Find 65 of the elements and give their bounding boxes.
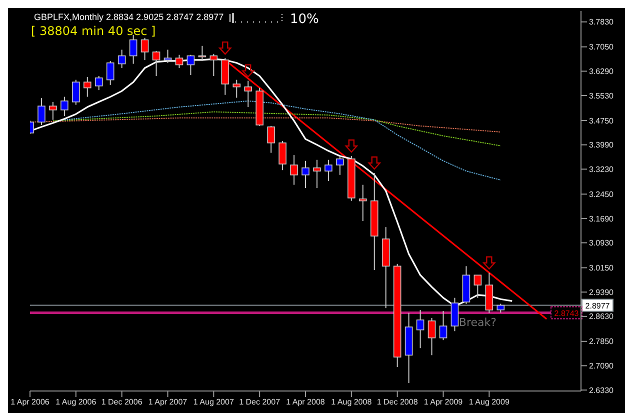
candlestick [164, 49, 172, 64]
line-series [52, 111, 502, 146]
y-tick-label: 3.3990 [589, 140, 614, 150]
candlestick [290, 154, 298, 186]
x-tick-label: 1 Apr 2006 [10, 398, 50, 407]
candlestick [278, 140, 286, 171]
y-tick-label: 2.8630 [589, 312, 614, 322]
candlestick [439, 310, 448, 341]
x-tick-label: 1 Apr 2009 [424, 398, 464, 407]
candlestick [60, 96, 68, 117]
y-tick-label: 3.4750 [589, 116, 614, 126]
candlestick [313, 159, 321, 189]
candlestick [267, 125, 275, 154]
candlestick [186, 54, 195, 76]
candlestick [118, 49, 126, 68]
x-tick-label: 1 Aug 2009 [468, 398, 510, 407]
line-series [64, 100, 502, 181]
candlestick [106, 60, 114, 86]
ref-line-label: 2.8977 [585, 301, 610, 310]
candlestick [94, 75, 103, 91]
y-tick-label: 3.7830 [589, 18, 614, 27]
y-tick-label: 3.6290 [589, 67, 614, 76]
candlestick [152, 50, 160, 76]
candlestick [302, 160, 310, 189]
candlestick [175, 54, 184, 68]
candlestick [140, 37, 149, 60]
x-tick-label: 1 Aug 2006 [56, 398, 97, 407]
candlestick [474, 274, 482, 298]
x-tick-label: 1 Aug 2007 [193, 398, 234, 407]
annotation: [ 38804 min 40 sec ] [31, 24, 156, 38]
annotation: 10% [290, 12, 319, 27]
y-tick-label: 3.0930 [589, 238, 614, 248]
y-tick-label: 3.5530 [589, 91, 614, 100]
y-tick-label: 3.1690 [589, 214, 614, 224]
y-tick-label: 3.7050 [589, 42, 614, 52]
candlestick [232, 79, 241, 98]
x-tick-label: 1 Aug 2008 [331, 398, 372, 407]
candlestick [324, 159, 332, 182]
x-tick-label: 1 Apr 2007 [148, 398, 188, 407]
candlestick [49, 101, 57, 120]
candlestick [358, 184, 367, 222]
candlestick [428, 318, 436, 356]
y-tick-label: 3.0150 [589, 264, 614, 273]
x-tick-label: 1 Dec 2006 [101, 398, 143, 407]
annotation: Break? [458, 316, 497, 330]
candlestick [83, 76, 92, 98]
candlestick [416, 310, 424, 349]
candlestick [336, 156, 344, 176]
x-tick-label: 1 Dec 2007 [239, 398, 281, 407]
candlestick [450, 297, 459, 332]
y-tick-label: 3.3230 [589, 164, 614, 174]
ref-line-label: 2.8743 [554, 308, 580, 318]
y-tick-label: 2.7850 [589, 337, 614, 346]
y-tick-label: 3.2450 [589, 190, 614, 199]
x-tick-label: 1 Apr 2008 [286, 398, 326, 407]
y-tick-label: 2.7090 [589, 362, 614, 371]
y-tick-label: 2.9390 [589, 288, 614, 297]
candlestick [210, 53, 218, 76]
chart-title: GBPLFX,Monthly 2.8834 2.9025 2.8747 2.8977 [34, 12, 224, 22]
candlestick [72, 79, 80, 106]
x-tick-label: 1 Dec 2008 [376, 398, 418, 407]
candlestick [38, 98, 46, 126]
candlestick [129, 34, 138, 64]
y-tick-label: 2.6330 [589, 386, 614, 395]
candlestick [244, 80, 252, 108]
